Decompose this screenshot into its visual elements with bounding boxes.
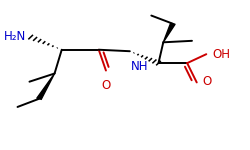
- Text: OH: OH: [212, 48, 230, 61]
- Text: O: O: [101, 79, 110, 92]
- Text: NH: NH: [131, 60, 148, 73]
- Polygon shape: [37, 74, 54, 99]
- Polygon shape: [163, 23, 175, 42]
- Text: H₂N: H₂N: [4, 30, 26, 43]
- Text: O: O: [203, 75, 212, 88]
